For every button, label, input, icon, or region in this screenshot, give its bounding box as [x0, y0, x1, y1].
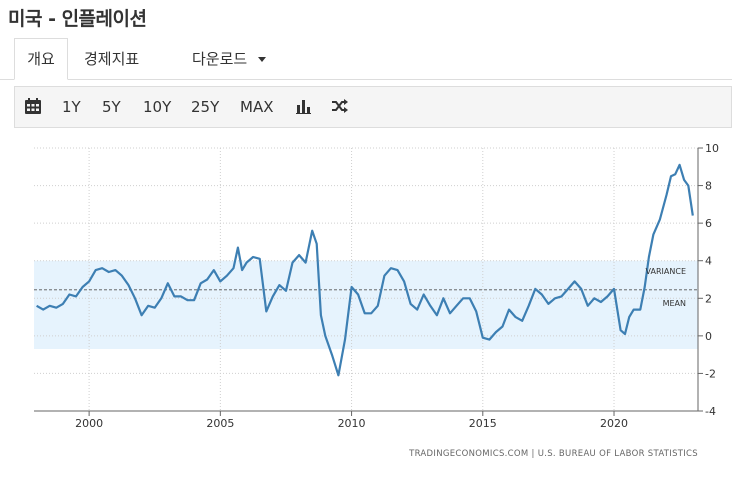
x-tick-label: 2005 — [206, 417, 234, 430]
tab-download[interactable]: 다운로드 — [192, 38, 266, 80]
tab-overview[interactable]: 개요 — [14, 38, 68, 80]
tab-bar: 개요 경제지표 다운로드 — [0, 38, 732, 80]
inflation-series-line — [36, 163, 694, 377]
tab-download-label: 다운로드 — [192, 50, 248, 68]
range-10y-button[interactable]: 10Y — [143, 98, 172, 116]
mean-label: MEAN — [663, 299, 686, 308]
variance-label: VARIANCE — [646, 267, 686, 276]
range-5y-button[interactable]: 5Y — [102, 98, 121, 116]
calendar-icon[interactable] — [25, 98, 41, 116]
y-tick-label: 4 — [705, 255, 712, 268]
page-title: 미국 - 인플레이션 — [8, 8, 147, 30]
tab-indicators-label: 경제지표 — [84, 50, 140, 68]
bar-chart-icon[interactable] — [296, 99, 311, 115]
range-25y-button[interactable]: 25Y — [191, 98, 220, 116]
y-tick-label: -2 — [705, 367, 716, 380]
y-tick-label: 10 — [705, 142, 719, 155]
caret-down-icon — [257, 57, 266, 62]
y-tick-label: 6 — [705, 217, 712, 230]
x-tick-label: 2020 — [600, 417, 628, 430]
range-1y-button[interactable]: 1Y — [62, 98, 81, 116]
x-tick-label: 2010 — [338, 417, 366, 430]
source-credit: TRADINGECONOMICS.COM | U.S. BUREAU OF LA… — [408, 449, 698, 459]
y-tick-label: 8 — [705, 180, 712, 193]
range-max-button[interactable]: MAX — [240, 98, 274, 116]
y-tick-label: 2 — [705, 292, 712, 305]
shuffle-icon[interactable] — [332, 99, 348, 115]
x-tick-label: 2015 — [469, 417, 497, 430]
tab-overview-label: 개요 — [27, 50, 55, 68]
x-tick-label: 2000 — [75, 417, 103, 430]
chart-toolbar: 1Y 5Y 10Y 25Y MAX — [14, 86, 732, 128]
inflation-chart: 10 8 6 4 2 0 -2 -4 2000 2005 2010 2015 2020 VARIANCE… — [34, 142, 719, 459]
tab-indicators[interactable]: 경제지표 — [84, 38, 139, 80]
y-tick-label: 0 — [705, 330, 712, 343]
chart-area: 10 8 6 4 2 0 -2 -4 2000 2005 2010 2015 2020 VARIANCE… — [0, 128, 732, 479]
y-tick-label: -4 — [705, 405, 716, 418]
